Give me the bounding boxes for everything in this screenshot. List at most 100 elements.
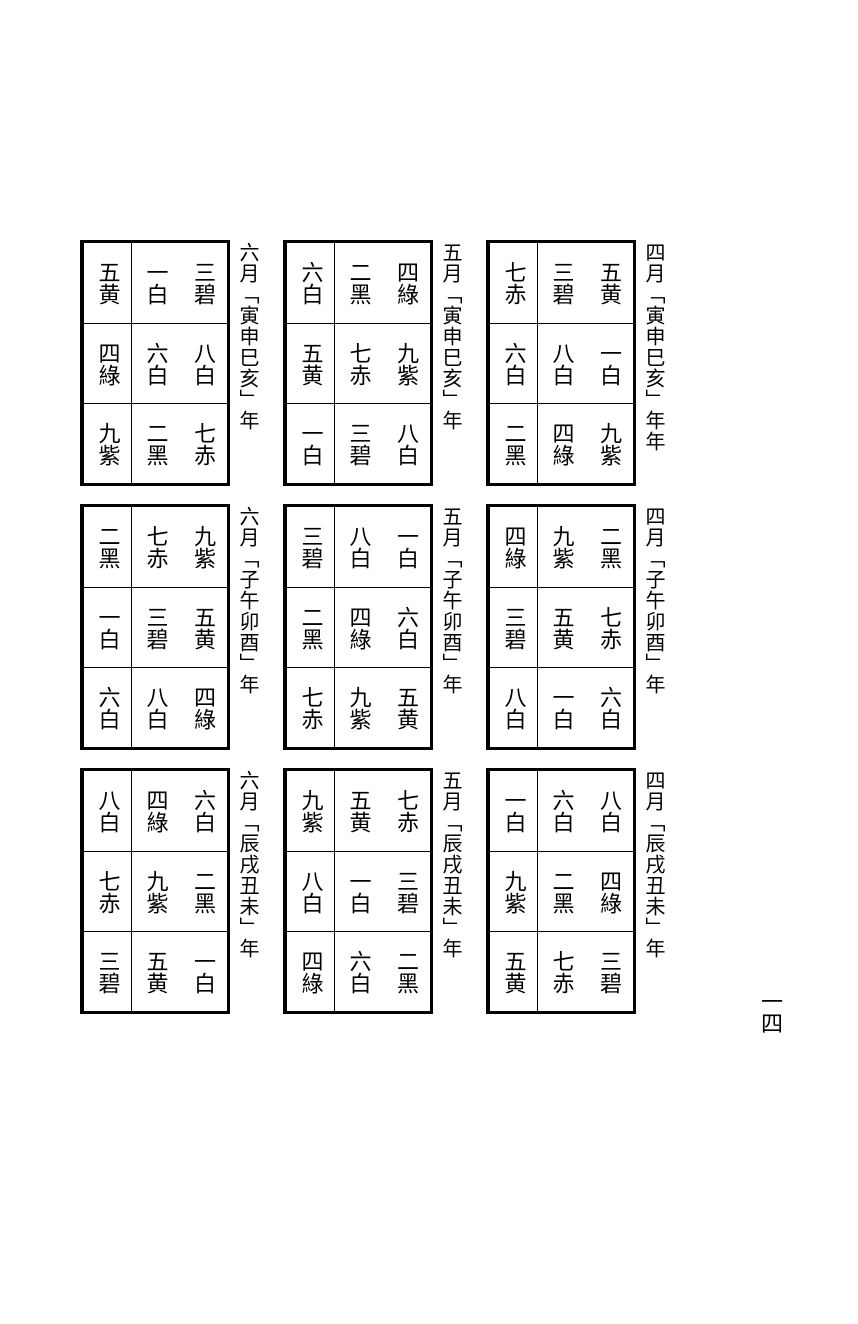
grid-cell: 九紫	[131, 851, 179, 931]
grid-cell-text: 三碧	[300, 525, 322, 569]
grid-cell: 三碧	[179, 243, 227, 323]
grid-cell-text: 六白	[598, 686, 620, 730]
grid-cell: 八白	[489, 667, 537, 747]
grid-cell-text: 五黄	[145, 950, 167, 994]
grid-cell: 三碧	[83, 931, 131, 1011]
grid-cell: 七赤	[489, 243, 537, 323]
grid-cell: 八白	[83, 771, 131, 851]
nine-grid: 一白八白三碧六白四綠二黑五黄九紫七赤	[283, 504, 433, 750]
grid-cell: 九紫	[179, 507, 227, 587]
grid-cell: 二黑	[83, 507, 131, 587]
grid-cell-text: 三碧	[551, 261, 573, 305]
grid-cell-text: 六白	[395, 606, 417, 650]
grid-cell-text: 六白	[192, 789, 214, 833]
grid-cell: 四綠	[131, 771, 179, 851]
grid-cell: 四綠	[286, 931, 334, 1011]
grid-cell-text: 四綠	[300, 950, 322, 994]
grid-cell-text: 一白	[598, 342, 620, 386]
nine-grid: 九紫七赤二黑五黄三碧一白四綠八白六白	[80, 504, 230, 750]
grid-cell-text: 五黄	[395, 686, 417, 730]
grid-cell-text: 八白	[551, 342, 573, 386]
grid-cell: 七赤	[131, 507, 179, 587]
grid-cell: 四綠	[83, 323, 131, 403]
grid-cell: 七赤	[382, 771, 430, 851]
grid-cell-text: 五黄	[551, 606, 573, 650]
grid-cell: 七赤	[179, 403, 227, 483]
grid-cell: 一白	[489, 771, 537, 851]
grid-cell: 六白	[489, 323, 537, 403]
grid-cell: 七赤	[286, 667, 334, 747]
grid-cell-text: 四綠	[551, 422, 573, 466]
grid-cell-text: 八白	[300, 870, 322, 914]
grid-cell-text: 七赤	[598, 606, 620, 650]
grid-cell: 六白	[131, 323, 179, 403]
grid-cell-text: 三碧	[598, 950, 620, 994]
section-label: 六月「子午卯酉」年	[236, 504, 257, 695]
grid-cell: 八白	[131, 667, 179, 747]
section-label: 五月「子午卯酉」年	[439, 504, 460, 695]
grid-cell-text: 三碧	[395, 870, 417, 914]
grid-cell: 二黑	[489, 403, 537, 483]
grid-cell-text: 七赤	[348, 342, 370, 386]
grid-cell: 一白	[131, 243, 179, 323]
nine-grid: 三碧一白五黄八白六白四綠七赤二黑九紫	[80, 240, 230, 486]
grid-cell-text: 四綠	[348, 606, 370, 650]
grid-cell-text: 三碧	[192, 261, 214, 305]
grid-cell: 四綠	[179, 667, 227, 747]
column: 五月「寅申巳亥」年四綠二黑六白九紫七赤五黄八白三碧一白五月「子午卯酉」年一白八白…	[283, 240, 460, 1014]
grid-cell-text: 八白	[348, 525, 370, 569]
grid-cell: 五黄	[334, 771, 382, 851]
grid-cell: 二黑	[179, 851, 227, 931]
grid-cell: 八白	[286, 851, 334, 931]
grid-cell-text: 六白	[145, 342, 167, 386]
grid-cell-text: 三碧	[348, 422, 370, 466]
grid-cell-text: 八白	[395, 422, 417, 466]
grid-cell-text: 五黄	[348, 789, 370, 833]
grid-cell-text: 九紫	[145, 870, 167, 914]
grid-cell-text: 五黄	[192, 606, 214, 650]
section-label: 四月「子午卯酉」年	[642, 504, 663, 695]
grid-cell-text: 七赤	[145, 525, 167, 569]
grid-cell: 四綠	[489, 507, 537, 587]
grid-cell-text: 一白	[503, 789, 525, 833]
grid-cell: 五黄	[585, 243, 633, 323]
grid-cell: 四綠	[537, 403, 585, 483]
grid-cell-text: 一白	[97, 606, 119, 650]
grid-cell: 二黑	[537, 851, 585, 931]
grid-cell: 九紫	[334, 667, 382, 747]
grid-cell-text: 六白	[300, 261, 322, 305]
section-label: 四月「辰戌丑未」年	[642, 768, 663, 959]
grid-section: 六月「辰戌丑未」年六白四綠八白二黑九紫七赤一白五黄三碧	[80, 768, 257, 1014]
grid-cell-text: 一白	[395, 525, 417, 569]
grid-cell: 九紫	[286, 771, 334, 851]
grid-cell: 七赤	[334, 323, 382, 403]
grid-cell-text: 三碧	[97, 950, 119, 994]
grid-cell-text: 九紫	[300, 789, 322, 833]
grid-cell: 一白	[585, 323, 633, 403]
grid-cell: 一白	[179, 931, 227, 1011]
grid-cell-text: 五黄	[598, 261, 620, 305]
grid-cell-text: 二黑	[97, 525, 119, 569]
grid-cell: 七赤	[585, 587, 633, 667]
grid-cell-text: 六白	[97, 686, 119, 730]
grid-cell: 二黑	[382, 931, 430, 1011]
grid-cell-text: 七赤	[395, 789, 417, 833]
grid-cell: 三碧	[334, 403, 382, 483]
grid-cell-text: 九紫	[551, 525, 573, 569]
grid-cell-text: 七赤	[503, 261, 525, 305]
grid-cell-text: 二黑	[145, 422, 167, 466]
grid-cell-text: 一白	[145, 261, 167, 305]
grid-cell: 五黄	[537, 587, 585, 667]
grid-cell-text: 一白	[300, 422, 322, 466]
grid-section: 四月「子午卯酉」年二黑九紫四綠七赤五黄三碧六白一白八白	[486, 504, 663, 750]
grid-section: 五月「寅申巳亥」年四綠二黑六白九紫七赤五黄八白三碧一白	[283, 240, 460, 486]
grid-cell-text: 九紫	[395, 342, 417, 386]
grid-cell-text: 四綠	[598, 870, 620, 914]
section-label: 五月「寅申巳亥」年	[439, 240, 460, 431]
grid-cell: 六白	[585, 667, 633, 747]
grid-cell-text: 一白	[551, 686, 573, 730]
grid-cell: 九紫	[489, 851, 537, 931]
grid-section: 六月「寅申巳亥」年三碧一白五黄八白六白四綠七赤二黑九紫	[80, 240, 257, 486]
nine-grid: 五黄三碧七赤一白八白六白九紫四綠二黑	[486, 240, 636, 486]
grid-cell: 八白	[179, 323, 227, 403]
